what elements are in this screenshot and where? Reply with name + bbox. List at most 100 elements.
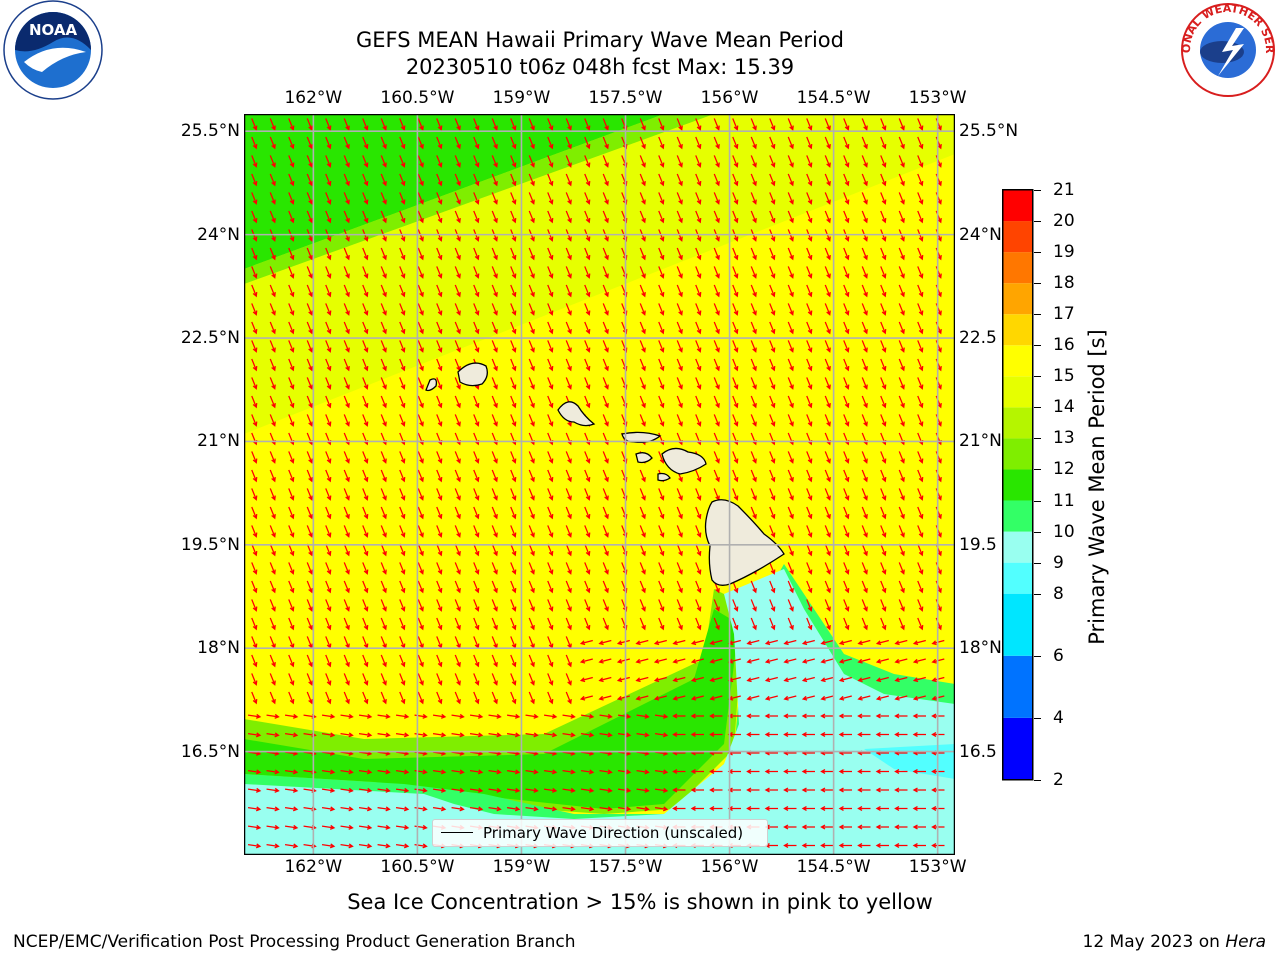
wave-arrow [362, 321, 369, 335]
wave-arrow [528, 358, 535, 372]
wave-arrow [343, 599, 350, 612]
wave-arrow [732, 395, 739, 409]
wave-arrow [547, 562, 554, 575]
wave-arrow [269, 414, 276, 427]
wave-arrow [325, 303, 332, 316]
wave-arrow [690, 806, 704, 811]
colorbar-segment [1003, 655, 1033, 718]
wave-arrow [658, 210, 665, 224]
wave-arrow [584, 451, 591, 464]
wave-arrow [912, 658, 926, 664]
wave-arrow [861, 155, 868, 168]
wave-arrow [806, 192, 813, 205]
wave-arrow [602, 562, 609, 575]
wave-arrow [565, 673, 572, 686]
wave-arrow [787, 118, 794, 131]
wave-arrow [843, 451, 850, 464]
wave-arrow [565, 340, 572, 353]
wave-arrow [676, 136, 683, 150]
wave-arrow [399, 599, 406, 612]
wave-arrow [432, 769, 447, 775]
wave-arrow [473, 173, 480, 187]
wave-arrow [491, 395, 498, 409]
wave-arrow [247, 806, 262, 812]
wave-arrow [528, 377, 535, 390]
wave-arrow [288, 192, 295, 205]
wave-direction-arrows [247, 118, 945, 849]
wave-arrow [491, 340, 498, 353]
wave-arrow [565, 118, 572, 131]
wave-arrow [343, 691, 350, 705]
wave-arrow [451, 732, 465, 738]
wave-arrow [547, 673, 554, 686]
wave-arrow [414, 787, 428, 793]
wave-arrow [806, 358, 813, 372]
wave-arrow [528, 469, 535, 483]
wave-arrow [695, 192, 702, 205]
wave-arrow [436, 340, 443, 353]
wave-arrow [695, 340, 702, 353]
wave-arrow [454, 155, 461, 168]
wave-arrow [584, 136, 591, 150]
lon-tick-label: 157.5°W [588, 857, 663, 877]
wave-arrow [898, 210, 905, 224]
wave-arrow [528, 155, 535, 168]
wave-arrow [838, 769, 852, 774]
wave-arrow [584, 173, 591, 187]
wave-arrow [880, 358, 887, 372]
wave-arrow [288, 506, 295, 520]
colorbar-segment [1003, 531, 1033, 563]
wave-arrow [713, 469, 720, 483]
wave-arrow [838, 639, 852, 646]
wave-arrow [528, 506, 535, 520]
wave-arrow [584, 506, 591, 520]
wave-arrow [399, 506, 406, 520]
wave-arrow [824, 562, 831, 575]
wave-arrow [820, 658, 834, 664]
lon-tick-label: 160.5°W [380, 857, 455, 877]
wave-arrow [880, 395, 887, 409]
wave-arrow [306, 654, 313, 668]
wave-arrow [510, 210, 517, 224]
colorbar-tick-label: 21 [1053, 180, 1075, 200]
wave-arrow [340, 824, 354, 830]
wave-arrow [931, 639, 945, 646]
wave-arrow [639, 525, 646, 538]
wave-arrow [746, 769, 760, 774]
wave-arrow [602, 414, 609, 427]
wave-arrow [769, 210, 776, 224]
wave-arrow [251, 192, 258, 205]
wave-arrow [417, 155, 424, 168]
wave-arrow [732, 451, 739, 464]
wave-arrow [251, 395, 258, 409]
wave-arrow [695, 118, 702, 131]
wave-arrow [732, 358, 739, 372]
wave-arrow [306, 247, 313, 261]
wave-arrow [639, 395, 646, 409]
wave-arrow [469, 769, 484, 775]
wave-arrow [898, 303, 905, 316]
wave-arrow [838, 806, 852, 811]
wave-arrow [843, 525, 850, 538]
wave-arrow [288, 247, 295, 261]
wave-arrow [321, 787, 336, 793]
wave-arrow [769, 173, 776, 187]
wave-arrow [510, 654, 517, 668]
wave-arrow [602, 340, 609, 353]
colorbar-segment [1003, 438, 1033, 470]
colorbar-segment [1003, 252, 1033, 284]
wave-arrow [912, 713, 926, 719]
wave-arrow [824, 284, 831, 298]
wave-arrow [380, 599, 387, 612]
lon-tick-label: 156°W [700, 88, 759, 108]
wave-arrow [898, 617, 905, 631]
wave-arrow [488, 713, 502, 719]
wave-arrow [584, 210, 591, 224]
wave-arrow [399, 580, 406, 594]
wave-arrow [454, 654, 461, 668]
wave-arrow [861, 451, 868, 464]
wave-arrow [917, 488, 924, 501]
wave-arrow [732, 599, 739, 612]
wave-arrow [580, 769, 595, 775]
wave-arrow [454, 506, 461, 520]
